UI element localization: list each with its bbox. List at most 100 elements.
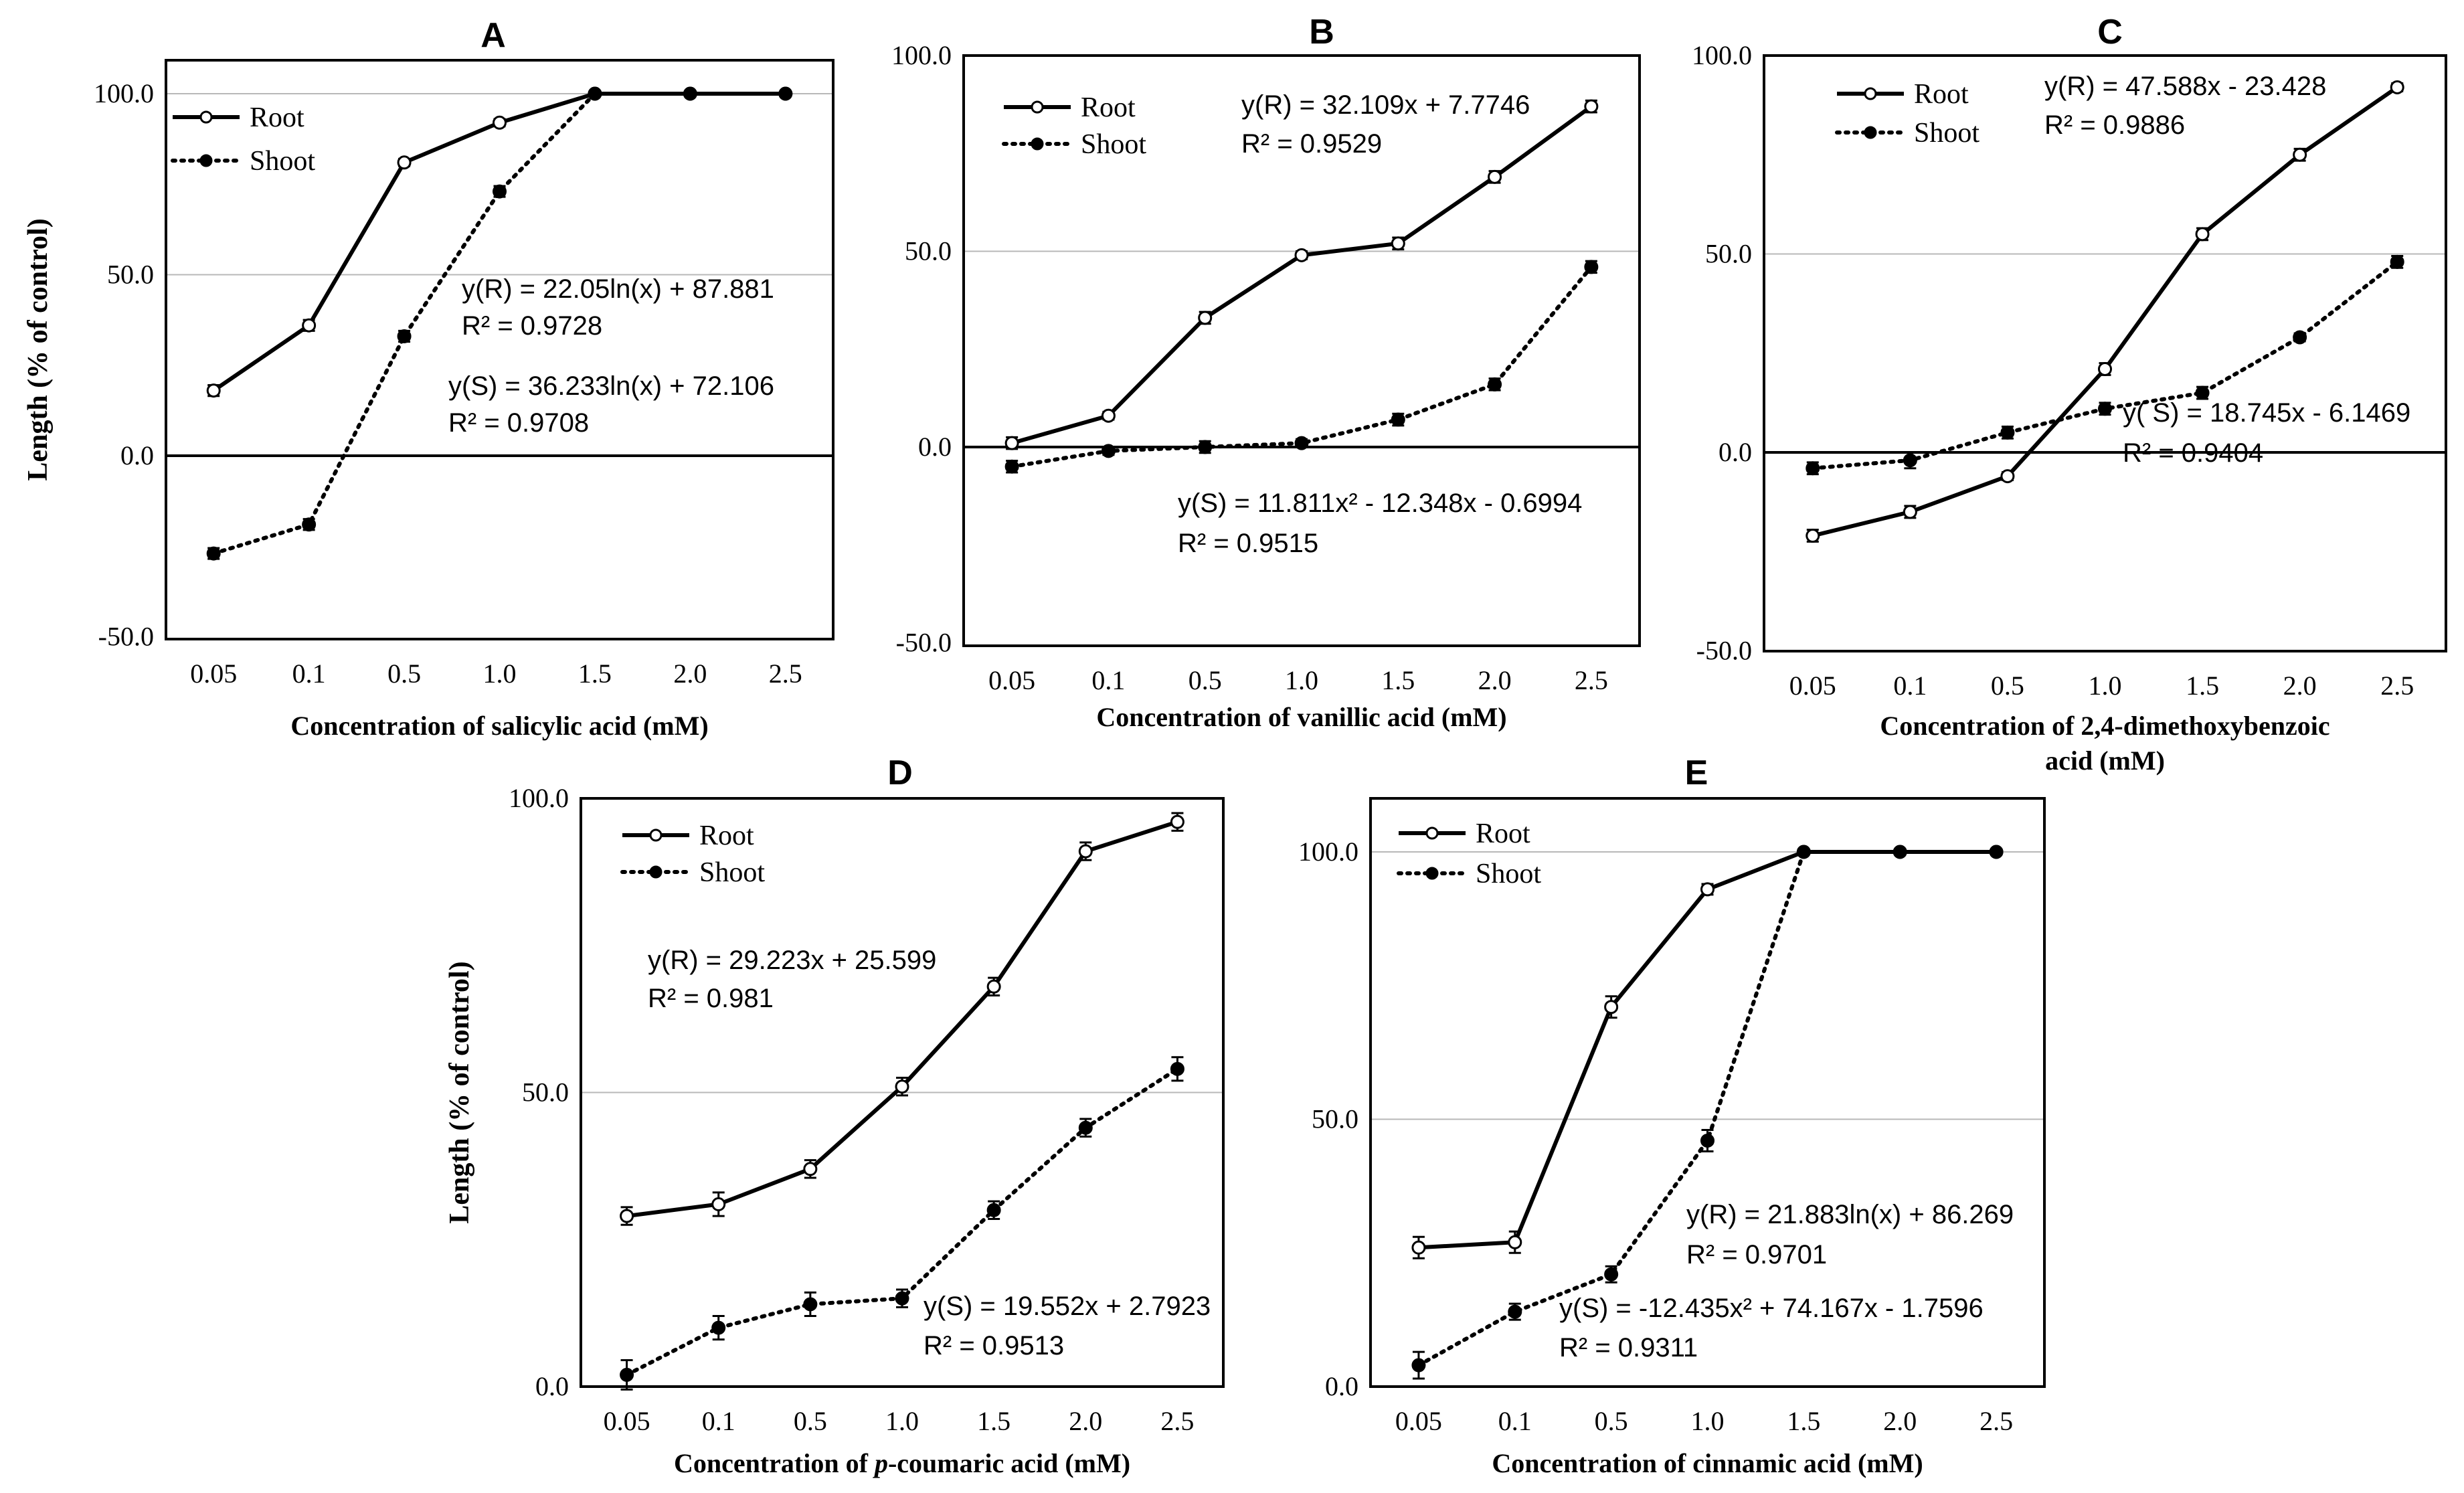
x-tick-label: 0.5: [1189, 665, 1222, 695]
x-tick-label: 2.5: [1575, 665, 1608, 695]
series-root: [1806, 80, 2404, 543]
x-tick-label: 0.1: [702, 1406, 735, 1436]
regression-equation: y(R) = 32.109x + 7.7746: [1241, 90, 1530, 120]
x-tick-label: 1.5: [578, 658, 612, 689]
legend-root-label: Root: [1476, 818, 1530, 849]
x-axis-label: Concentration of 2,4-dimethoxybenzoic: [1880, 711, 2329, 741]
x-tick-label: 2.5: [2380, 671, 2414, 701]
shoot-point: [1989, 845, 2004, 859]
x-tick-label: 2.0: [673, 658, 707, 689]
root-point: [1903, 505, 1917, 519]
x-tick-label: 1.5: [1381, 665, 1415, 695]
x-tick-label: 2.0: [2283, 671, 2317, 701]
root-point: [1411, 1240, 1426, 1255]
x-tick-label: 2.0: [1069, 1406, 1102, 1436]
x-tick-label: 2.5: [769, 658, 802, 689]
x-tick-label: 0.05: [1789, 671, 1836, 701]
y-tick-label: 50.0: [107, 260, 154, 290]
shoot-point: [2098, 402, 2112, 416]
legend-shoot-marker: [1031, 137, 1044, 151]
x-tick-label: 0.1: [292, 658, 326, 689]
x-tick-label: 1.0: [885, 1406, 919, 1436]
series-shoot: [1411, 845, 2004, 1380]
legend-shoot-marker: [1425, 867, 1439, 880]
x-tick-label: 1.0: [2089, 671, 2122, 701]
series-root: [620, 812, 1184, 1226]
panel-c: C 100.0 50.0 0.0 -50.0 0.05 0.1 0.5 1.0 1.5 2.0 2.5…: [1692, 13, 2447, 776]
x-axis-label: acid (mM): [2045, 745, 2165, 776]
x-tick-label: 2.0: [1478, 665, 1512, 695]
shoot-point: [588, 86, 602, 101]
x-tick-label: 0.5: [387, 658, 421, 689]
root-point: [803, 1162, 818, 1176]
root-point: [986, 979, 1001, 994]
y-tick-label: 0.0: [535, 1371, 569, 1401]
root-point: [1584, 99, 1599, 114]
x-tick-label: 1.5: [1787, 1406, 1820, 1436]
root-point: [2195, 227, 2210, 242]
y-tick-label: 100.0: [1692, 40, 1752, 70]
legend: Root Shoot: [1002, 92, 1146, 160]
root-point: [1604, 1000, 1619, 1015]
x-tick-label: 0.1: [1498, 1406, 1532, 1436]
regression-equation: y(S) = 19.552x + 2.7923: [923, 1292, 1211, 1321]
root-point: [895, 1079, 909, 1094]
root-point: [1488, 169, 1502, 184]
regression-equation: R² = 0.9708: [448, 408, 589, 438]
series-root: [206, 86, 793, 398]
regression-equation: y(R) = 21.883ln(x) + 86.269: [1686, 1200, 2014, 1229]
shoot-point: [1806, 461, 1820, 476]
x-tick-label: 1.0: [1691, 1406, 1725, 1436]
shoot-point: [1170, 1061, 1184, 1076]
root-point: [620, 1209, 634, 1223]
root-point: [1294, 248, 1309, 262]
y-tick-label: 50.0: [1705, 239, 1752, 269]
root-point: [1806, 529, 1820, 543]
regression-equation: R² = 0.9728: [462, 311, 602, 341]
shoot-point: [1508, 1304, 1522, 1319]
shoot-point: [1604, 1267, 1619, 1282]
regression-equation: R² = 0.9701: [1686, 1240, 1827, 1269]
y-tick-label: 0.0: [1325, 1371, 1358, 1401]
root-point: [1391, 236, 1405, 251]
legend-shoot-label: Shoot: [1914, 118, 1979, 149]
regression-equation: R² = 0.9529: [1241, 129, 1382, 159]
legend-root-marker: [1425, 826, 1439, 840]
shoot-point: [1584, 260, 1599, 274]
regression-equation: y(R) = 22.05ln(x) + 87.881: [462, 274, 774, 304]
y-tick-label: 100.0: [94, 78, 154, 108]
root-point: [1700, 882, 1714, 897]
series-shoot: [206, 86, 793, 561]
y-tick-label: 0.0: [918, 432, 952, 462]
root-point: [1198, 311, 1213, 325]
root-point: [1078, 844, 1093, 859]
regression-equation: R² = 0.9513: [923, 1331, 1064, 1360]
y-tick-label: 50.0: [522, 1077, 569, 1108]
legend-shoot-label: Shoot: [1476, 859, 1541, 889]
legend-root-label: Root: [250, 102, 304, 133]
panel-e: E 100.0 50.0 0.0 0.05 0.1 0.5 1.0 1.5 2.0 2.5 Conce…: [1298, 754, 2046, 1478]
legend-shoot-marker: [1864, 126, 1877, 139]
shoot-point: [1411, 1358, 1426, 1373]
x-tick-label: 1.5: [2186, 671, 2219, 701]
y-tick-label: 50.0: [1312, 1104, 1358, 1134]
plot-frame: [962, 54, 1641, 647]
regression-equation: R² = 0.9515: [1178, 529, 1318, 558]
shoot-point: [778, 86, 793, 101]
root-point: [302, 318, 317, 333]
legend-root-marker: [199, 110, 213, 124]
panel-letter: A: [480, 16, 506, 55]
x-tick-label: 0.5: [1595, 1406, 1628, 1436]
root-point: [2293, 147, 2307, 162]
root-point: [206, 383, 221, 398]
series-shoot: [620, 1056, 1184, 1391]
root-point: [2098, 361, 2112, 376]
shoot-point: [1294, 436, 1309, 450]
panel-d: D 100.0 50.0 0.0 0.05 0.1 0.5 1.0 1.5 2.0 2.5 Conce…: [444, 754, 1225, 1478]
legend: Root Shoot: [620, 820, 765, 888]
series-line: [1416, 850, 1999, 1250]
regression-equation: R² = 0.9886: [2044, 110, 2185, 140]
shoot-point: [397, 329, 412, 343]
shoot-point: [2293, 330, 2307, 345]
